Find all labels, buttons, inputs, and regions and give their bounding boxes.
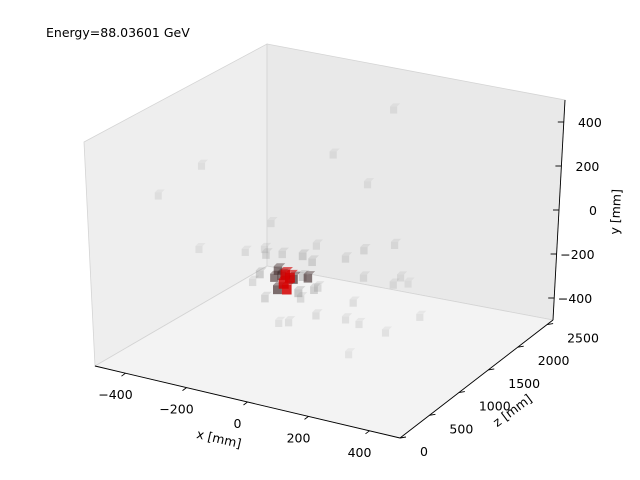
z-tick-label: 1500 [508, 376, 540, 391]
x-tick-mark [365, 430, 370, 435]
energy-deposit-cube [312, 309, 323, 320]
energy-deposit-cube [390, 238, 402, 249]
energy-deposit-cube [275, 316, 286, 327]
energy-deposit-cube [360, 244, 371, 255]
energy-deposit-cube [241, 245, 252, 256]
energy-deposit-cube [341, 313, 353, 324]
z-tick-mark [488, 368, 495, 371]
z-tick-label: 2500 [567, 331, 599, 346]
energy-deposit-cube [285, 269, 298, 283]
x-tick-mark [304, 416, 309, 420]
energy-deposit-cube [267, 216, 278, 228]
energy-deposit-cube [310, 283, 321, 295]
energy-deposit-cube [303, 271, 316, 283]
energy-deposit-cube [197, 159, 209, 170]
z-tick-label: 0 [420, 444, 428, 459]
energy-deposit-cube [359, 271, 371, 282]
energy-deposit-cube [416, 310, 427, 321]
chart-title: Energy=88.03601 GeV [46, 25, 190, 40]
z-tick-label: 2000 [538, 353, 570, 368]
energy-deposit-cube [313, 281, 325, 292]
x-axis-ticks: −400 −200 0 200 400 [98, 372, 372, 460]
energy-deposit-cube [284, 316, 296, 327]
energy-deposit-cube [308, 255, 319, 267]
energy-deposit-cube [278, 275, 292, 289]
x-tick-mark [121, 372, 126, 377]
z-tick-mark [458, 391, 465, 394]
z-tick-label: 500 [449, 421, 473, 436]
x-tick-mark [182, 387, 187, 391]
z-tick-mark [517, 345, 524, 348]
energy-deposit-cube [341, 252, 353, 263]
energy-deposit-cube [298, 270, 310, 282]
energy-deposit-cube [298, 249, 310, 261]
y-tick-label: 0 [589, 203, 597, 218]
energy-deposit-cube [397, 271, 408, 282]
energy-deposit-cube [345, 348, 356, 359]
energy-deposit-cube [278, 247, 289, 259]
y-tick-label: 200 [576, 159, 600, 174]
y-tick-label: −200 [560, 247, 594, 262]
x-tick-label: 200 [287, 430, 311, 445]
z-tick-label: 1000 [479, 399, 511, 414]
energy-deposit-cube [349, 296, 360, 307]
x-tick-mark [243, 401, 248, 406]
z-tick-mark [429, 413, 436, 416]
energy-deposit-cube [294, 286, 306, 298]
energy-deposit-cube [248, 275, 260, 287]
energy-deposit-cube [404, 277, 415, 288]
y-axis-label: y [mm] [607, 189, 624, 235]
y-tick-label: −400 [558, 291, 592, 306]
energy-deposit-cube [389, 278, 400, 289]
energy-deposit-cube [355, 317, 366, 329]
z-tick-mark [399, 436, 407, 439]
energy-deposit-cube [255, 267, 267, 279]
energy-deposit-cube [363, 178, 375, 189]
y-axis-ticks: −400 −200 0 200 400 [548, 115, 602, 306]
z-tick-mark [547, 323, 554, 325]
energy-deposit-cube [260, 242, 272, 254]
energy-deposit-cube [296, 292, 308, 303]
energy-deposit-cube [154, 189, 165, 200]
z-axis-ticks: 0 500 1000 1500 2000 2500 [399, 323, 599, 459]
energy-deposit-cube [312, 239, 323, 250]
energy-deposit-cube [381, 326, 393, 337]
energy-deposits [154, 103, 427, 359]
z-axis-line [399, 319, 554, 439]
energy-deposit-cube [262, 248, 273, 259]
x-tick-label: 0 [234, 416, 242, 431]
x-tick-label: −400 [98, 387, 132, 402]
y-tick-label: 400 [578, 115, 602, 130]
x-tick-label: 400 [348, 445, 372, 460]
energy-deposit-cube [329, 148, 340, 159]
energy-deposit-cube [261, 291, 272, 303]
x-tick-label: −200 [159, 402, 193, 417]
energy-deposit-cube [273, 263, 286, 275]
axis-panes [83, 43, 566, 439]
energy-deposit-cube [390, 103, 401, 114]
energy-deposit-cube [195, 242, 206, 254]
